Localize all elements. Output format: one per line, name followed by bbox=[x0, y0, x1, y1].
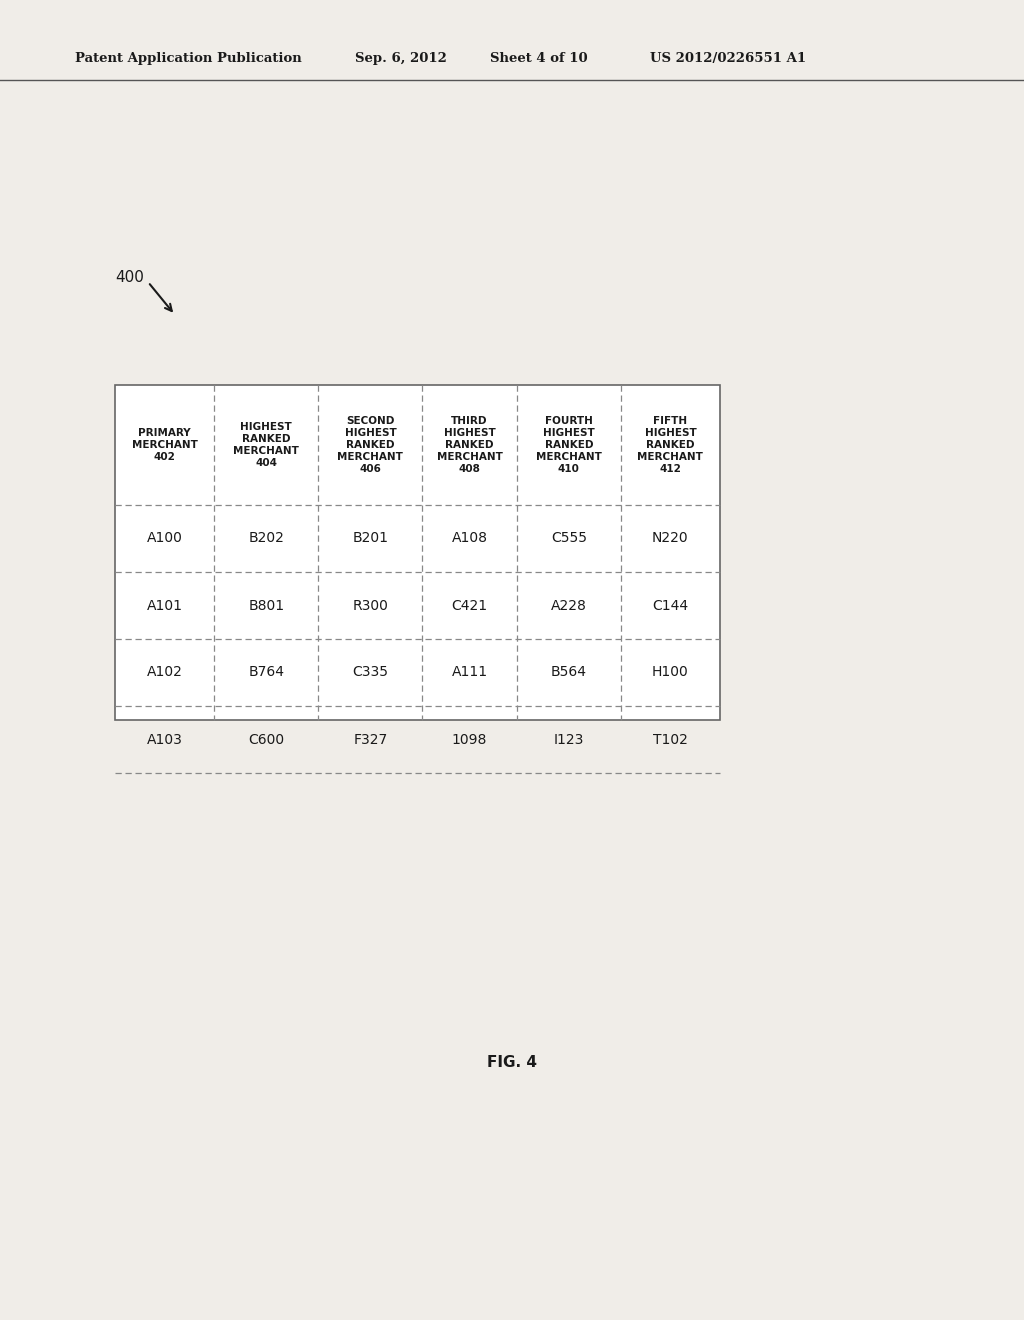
Text: Sheet 4 of 10: Sheet 4 of 10 bbox=[490, 51, 588, 65]
Text: THIRD
HIGHEST
RANKED
MERCHANT
408: THIRD HIGHEST RANKED MERCHANT 408 bbox=[436, 416, 503, 474]
Text: 400: 400 bbox=[115, 271, 144, 285]
Text: HIGHEST
RANKED
MERCHANT
404: HIGHEST RANKED MERCHANT 404 bbox=[233, 422, 299, 469]
Text: I123: I123 bbox=[554, 733, 584, 747]
Text: A228: A228 bbox=[551, 598, 587, 612]
Text: SECOND
HIGHEST
RANKED
MERCHANT
406: SECOND HIGHEST RANKED MERCHANT 406 bbox=[338, 416, 403, 474]
Bar bbox=[115, 385, 720, 719]
Text: PRIMARY
MERCHANT
402: PRIMARY MERCHANT 402 bbox=[132, 428, 198, 462]
Text: A100: A100 bbox=[146, 532, 182, 545]
Text: FIFTH
HIGHEST
RANKED
MERCHANT
412: FIFTH HIGHEST RANKED MERCHANT 412 bbox=[638, 416, 703, 474]
Text: A102: A102 bbox=[146, 665, 182, 680]
Text: F327: F327 bbox=[353, 733, 387, 747]
Text: Sep. 6, 2012: Sep. 6, 2012 bbox=[355, 51, 446, 65]
Text: US 2012/0226551 A1: US 2012/0226551 A1 bbox=[650, 51, 806, 65]
Text: B202: B202 bbox=[248, 532, 285, 545]
Text: T102: T102 bbox=[653, 733, 688, 747]
Text: FIG. 4: FIG. 4 bbox=[487, 1055, 537, 1071]
Text: B764: B764 bbox=[248, 665, 285, 680]
Text: C421: C421 bbox=[452, 598, 487, 612]
Text: A103: A103 bbox=[146, 733, 182, 747]
Text: H100: H100 bbox=[652, 665, 689, 680]
Text: B801: B801 bbox=[248, 598, 285, 612]
Text: C335: C335 bbox=[352, 665, 388, 680]
Text: B564: B564 bbox=[551, 665, 587, 680]
Text: R300: R300 bbox=[352, 598, 388, 612]
Text: 1098: 1098 bbox=[452, 733, 487, 747]
Text: Patent Application Publication: Patent Application Publication bbox=[75, 51, 302, 65]
Text: B201: B201 bbox=[352, 532, 388, 545]
Text: C144: C144 bbox=[652, 598, 688, 612]
Text: N220: N220 bbox=[652, 532, 689, 545]
Text: A108: A108 bbox=[452, 532, 487, 545]
Text: A101: A101 bbox=[146, 598, 182, 612]
Text: C555: C555 bbox=[551, 532, 587, 545]
Text: A111: A111 bbox=[452, 665, 487, 680]
Text: C600: C600 bbox=[248, 733, 285, 747]
Text: FOURTH
HIGHEST
RANKED
MERCHANT
410: FOURTH HIGHEST RANKED MERCHANT 410 bbox=[536, 416, 602, 474]
